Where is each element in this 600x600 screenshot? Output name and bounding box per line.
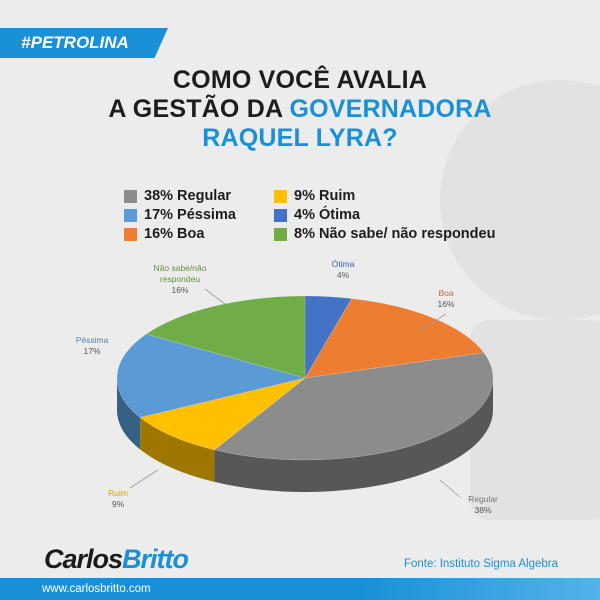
data-label-percent: 38% (474, 505, 491, 515)
hashtag-tab: #PETROLINA (0, 28, 168, 58)
legend-swatch (124, 208, 137, 222)
leader-line (129, 469, 159, 489)
logo-part-a: Carlos (44, 544, 123, 574)
legend-item-otima: 4% Ótima (274, 207, 360, 223)
pie-slice-ruim (139, 377, 306, 451)
website-link[interactable]: www.carlosbritto.com (42, 583, 151, 595)
source-text: Fonte: Instituto Sigma Algebra (403, 558, 558, 570)
legend-item-pessima: 17% Péssima (124, 207, 236, 223)
legend-item-ruim: 9% Ruim (274, 188, 355, 204)
logo: CarlosBritto (44, 544, 189, 575)
data-label-percent: 9% (112, 499, 125, 509)
legend-item-nao-sabe: 8% Não sabe/ não respondeu (274, 226, 495, 242)
pie-side-regular (214, 378, 494, 493)
title-line-3: RAQUEL LYRA? (202, 124, 398, 152)
data-label-percent: 17% (83, 346, 100, 356)
legend-swatch (274, 208, 287, 222)
data-label-name: respondeu (160, 274, 200, 284)
leader-line (419, 313, 447, 331)
legend-swatch (274, 189, 287, 203)
data-label-name: Boa (438, 288, 453, 298)
title-line-2: A GESTÃO DA GOVERNADORA (0, 95, 600, 124)
legend-label: 38% Regular (144, 188, 232, 204)
legend-label: 4% Ótima (294, 207, 361, 223)
hashtag-label: #PETROLINA (21, 33, 129, 52)
data-label-name: Regular (468, 494, 498, 504)
legend-item-regular: 38% Regular (124, 188, 231, 204)
data-label-percent: 16% (171, 285, 188, 295)
legend-label: 8% Não sabe/ não respondeu (294, 226, 496, 242)
pie-slice-boa (304, 298, 485, 379)
logo-part-b: Britto (122, 544, 189, 574)
legend-label: 16% Boa (144, 226, 205, 242)
leader-line (439, 479, 461, 498)
title-line-2-part-a: A GESTÃO DA (108, 95, 290, 123)
footer-bar: www.carlosbritto.com (0, 578, 600, 600)
data-label-name: Ótima (332, 259, 355, 269)
legend-swatch (124, 189, 137, 203)
title-line-1: COMO VOCÊ AVALIA (172, 66, 428, 94)
pie-slice-p-ssima (116, 333, 307, 418)
pie-slice-regular (213, 352, 494, 461)
data-label-name: Ruim (108, 488, 128, 498)
title-line-2-highlight: GOVERNADORA (289, 95, 492, 123)
legend-label: 17% Péssima (144, 207, 236, 223)
legend-swatch (274, 227, 287, 241)
pie-side-p-ssima (117, 378, 141, 450)
legend-swatch (124, 227, 137, 241)
data-label-percent: 16% (437, 299, 454, 309)
leader-line (204, 288, 226, 305)
pie-slice-n-o-sabe-n-o-respondeu (145, 295, 306, 379)
data-label-name: Péssima (76, 335, 109, 345)
pie-slice--tima (304, 295, 353, 380)
pie-side-ruim (140, 417, 215, 482)
legend-item-boa: 16% Boa (124, 226, 204, 242)
data-label-name: Não sabe/não (154, 263, 207, 273)
data-label-percent: 4% (337, 270, 350, 280)
legend-label: 9% Ruim (294, 188, 356, 204)
page-title: COMO VOCÊ AVALIA A GESTÃO DA GOVERNADORA… (0, 66, 600, 153)
